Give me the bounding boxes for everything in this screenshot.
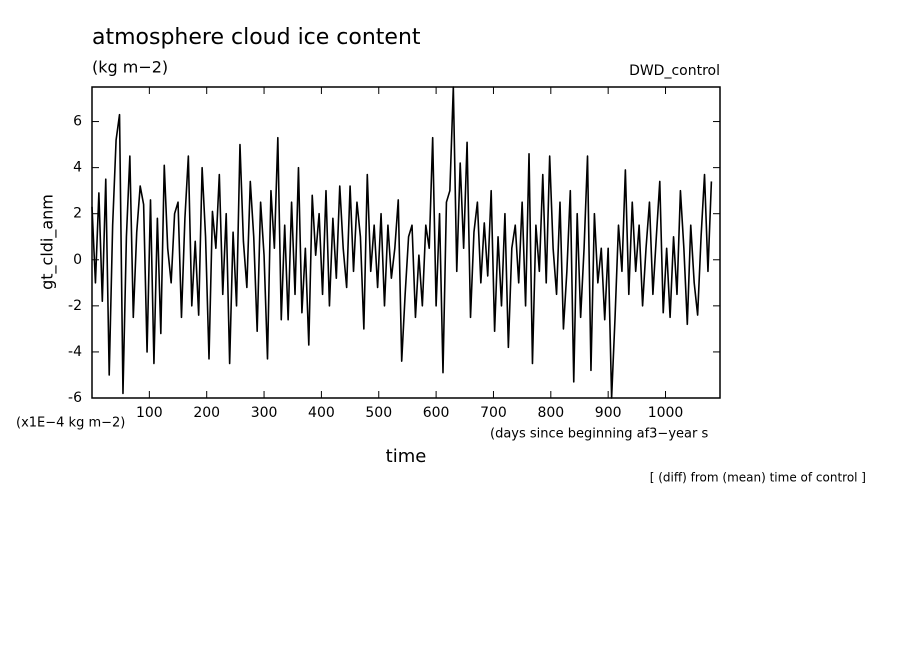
chart-title: atmosphere cloud ice content: [92, 25, 421, 50]
y-tick-label: -2: [68, 298, 82, 314]
footer-note: [ (diff) from (mean) time of control ]: [650, 471, 866, 485]
y-axis-label: gt_cldi_anm: [38, 194, 58, 290]
experiment-label: DWD_control: [629, 63, 720, 79]
x-tick-label: 200: [193, 405, 220, 421]
y-tick-label: 6: [73, 114, 82, 130]
y-tick-label: 2: [73, 206, 82, 222]
x-tick-label: 1000: [648, 405, 684, 421]
data-line: [91, 86, 713, 399]
y-tick-label: -4: [68, 344, 82, 360]
y-tick-label: 0: [73, 252, 82, 268]
x-tick-label: 600: [423, 405, 450, 421]
x-tick-label: 500: [365, 405, 392, 421]
chart-subtitle: (kg m−2): [92, 58, 168, 77]
x-tick-label: 700: [480, 405, 507, 421]
x-axis-label: time: [386, 446, 427, 467]
y-unit-label: (x1E−4 kg m−2): [16, 416, 125, 431]
y-tick-label: -6: [68, 390, 82, 406]
x-unit-label: (days since beginning af3−year s: [490, 427, 708, 442]
x-tick-label: 900: [595, 405, 622, 421]
x-tick-label: 100: [136, 405, 163, 421]
x-tick-label: 400: [308, 405, 335, 421]
y-tick-label: 4: [73, 160, 82, 176]
x-tick-label: 800: [537, 405, 564, 421]
x-tick-label: 300: [251, 405, 278, 421]
plot-frame: [91, 86, 721, 399]
